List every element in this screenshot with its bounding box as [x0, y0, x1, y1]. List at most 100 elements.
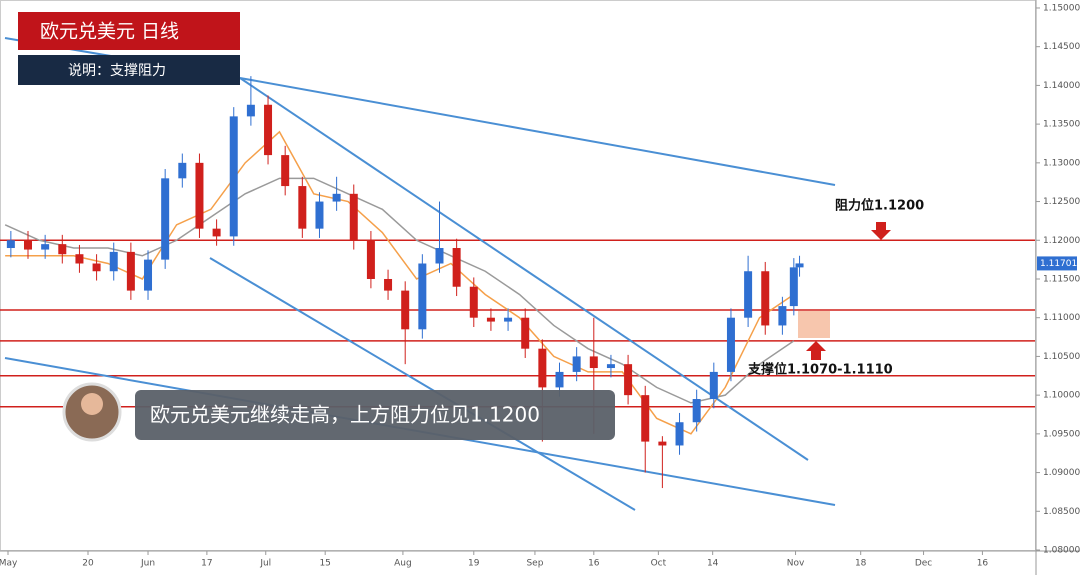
- support-zone: [798, 311, 830, 338]
- x-tick-label: Oct: [651, 559, 667, 569]
- x-tick-label: Jun: [140, 559, 155, 569]
- candle-body: [572, 356, 581, 372]
- y-tick-label: 1.11000: [1043, 313, 1080, 323]
- subtitle-box: [18, 55, 240, 85]
- candle-body: [761, 271, 770, 326]
- x-tick-label: 18: [855, 559, 867, 569]
- candle-body: [744, 271, 753, 318]
- y-tick-label: 1.14000: [1043, 81, 1080, 91]
- x-tick-label: Nov: [787, 559, 805, 569]
- y-tick-label: 1.14500: [1043, 42, 1080, 52]
- subtitle: 说明：支撑阻力: [68, 63, 166, 79]
- candle-body: [195, 162, 204, 229]
- x-tick-label: 19: [468, 559, 480, 569]
- candle-body: [281, 155, 290, 187]
- candle-body: [366, 240, 375, 279]
- candle-body: [6, 240, 15, 249]
- trend-line: [239, 77, 836, 186]
- candle-body: [41, 244, 50, 250]
- candle-body: [709, 371, 718, 400]
- candle-body: [401, 290, 410, 330]
- x-tick-label: 14: [707, 559, 719, 569]
- candle-body: [469, 286, 478, 318]
- candle-body: [178, 162, 187, 179]
- candle-body: [24, 240, 33, 250]
- candle-body: [795, 263, 804, 268]
- candle-body: [435, 248, 444, 264]
- candle-body: [486, 317, 495, 322]
- candle-body: [229, 116, 238, 237]
- candle-body: [555, 371, 564, 388]
- candle-body: [675, 422, 684, 446]
- moving-average: [5, 130, 795, 435]
- y-tick-label: 1.13000: [1043, 158, 1080, 168]
- y-tick-label: 1.12000: [1043, 236, 1080, 246]
- x-tick-label: 15: [319, 559, 330, 569]
- candle-body: [264, 104, 273, 156]
- candle-body: [538, 348, 547, 388]
- support-label: 支撑位1.1070-1.1110: [747, 362, 893, 378]
- candle-body: [58, 244, 67, 255]
- candle-body: [349, 193, 358, 241]
- candle-body: [641, 395, 650, 442]
- x-tick-label: 20: [82, 559, 94, 569]
- x-tick-label: Sep: [526, 559, 543, 569]
- title: 欧元兑美元 日线: [40, 21, 179, 43]
- resistance-label: 阻力位1.1200: [835, 198, 924, 214]
- comment-box: [135, 390, 615, 440]
- avatar-face: [81, 393, 103, 415]
- candle-body: [589, 356, 598, 369]
- candle-body: [384, 278, 393, 291]
- candle-body: [778, 306, 787, 326]
- y-tick-label: 1.10000: [1043, 391, 1080, 401]
- y-tick-label: 1.09000: [1043, 468, 1080, 478]
- x-tick-label: Aug: [394, 559, 412, 569]
- candle-body: [332, 193, 341, 202]
- comment: 欧元兑美元继续走高，上方阻力位见1.1200: [150, 403, 540, 427]
- y-tick-label: 1.13500: [1043, 120, 1080, 130]
- y-tick-label: 1.09500: [1043, 429, 1080, 439]
- candle-body: [504, 317, 513, 322]
- candle-body: [606, 364, 615, 369]
- y-tick-label: 1.10500: [1043, 352, 1080, 362]
- candle-body: [789, 267, 798, 307]
- trend-line: [209, 257, 636, 511]
- candle-body: [452, 248, 461, 287]
- candle-body: [144, 259, 153, 291]
- candle-body: [418, 263, 427, 330]
- price-tag-label: 1.11701: [1040, 259, 1077, 269]
- candle-body: [246, 104, 255, 117]
- candle-body: [126, 251, 135, 291]
- x-tick-label: 17: [201, 559, 212, 569]
- plot-area: [0, 0, 1036, 551]
- title-box: [18, 12, 240, 50]
- candle-body: [75, 254, 84, 264]
- candle-body: [92, 263, 101, 272]
- x-tick-label: 16: [977, 559, 989, 569]
- y-tick-label: 1.15000: [1043, 3, 1080, 13]
- moving-average: [4, 177, 795, 404]
- candle-body: [315, 201, 324, 229]
- y-tick-label: 1.08500: [1043, 507, 1080, 517]
- up-arrow: [806, 341, 826, 360]
- candle-body: [624, 364, 633, 396]
- x-tick-label: Dec: [915, 559, 932, 569]
- candle-body: [298, 186, 307, 229]
- candle-body: [109, 251, 118, 272]
- x-tick-label: Jul: [259, 559, 271, 569]
- candle-body: [521, 317, 530, 349]
- candle-body: [658, 441, 667, 446]
- y-tick-label: 1.12500: [1043, 197, 1080, 207]
- candle-body: [726, 317, 735, 372]
- price-tag: [1037, 256, 1077, 271]
- candle-body: [692, 399, 701, 423]
- x-tick-label: May: [0, 559, 18, 569]
- y-tick-label: 1.08000: [1043, 546, 1080, 556]
- down-arrow: [871, 222, 891, 240]
- x-tick-label: 16: [588, 559, 600, 569]
- y-tick-label: 1.11500: [1043, 274, 1080, 284]
- candle-body: [212, 228, 221, 237]
- candle-body: [161, 178, 170, 260]
